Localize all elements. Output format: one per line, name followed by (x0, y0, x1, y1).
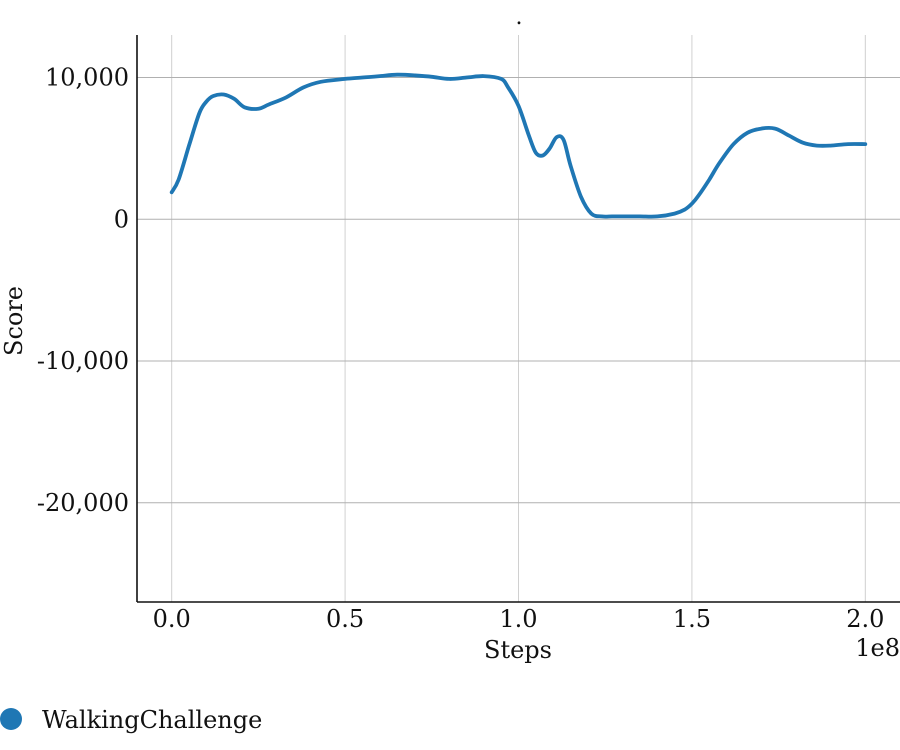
x-tick-label: 1.5 (673, 605, 711, 633)
x-tick-label: 0.5 (326, 605, 364, 633)
y-tick-label: 10,000 (45, 64, 129, 92)
x-offset-label: 1e8 (855, 634, 900, 662)
x-axis-label: Steps (484, 636, 552, 664)
y-tick-label: 0 (114, 205, 129, 233)
x-tick-label: 2.0 (846, 605, 884, 633)
y-tick-labels: 10,000 0 -10,000 -20,000 (37, 64, 129, 517)
y-tick-label: -20,000 (37, 489, 129, 517)
series-lines (169, 72, 868, 219)
chart-title: . (516, 5, 523, 30)
x-tick-label: 1.0 (499, 605, 537, 633)
legend-marker (0, 708, 22, 730)
grid-lines (137, 35, 900, 602)
x-tick-labels: 0.0 0.5 1.0 1.5 2.0 (153, 605, 885, 633)
y-axis-label: Score (0, 286, 28, 356)
y-tick-label: -10,000 (37, 347, 129, 375)
series-line (169, 72, 868, 219)
legend: WalkingChallenge (0, 706, 262, 734)
legend-label: WalkingChallenge (42, 706, 262, 734)
x-tick-label: 0.0 (153, 605, 191, 633)
